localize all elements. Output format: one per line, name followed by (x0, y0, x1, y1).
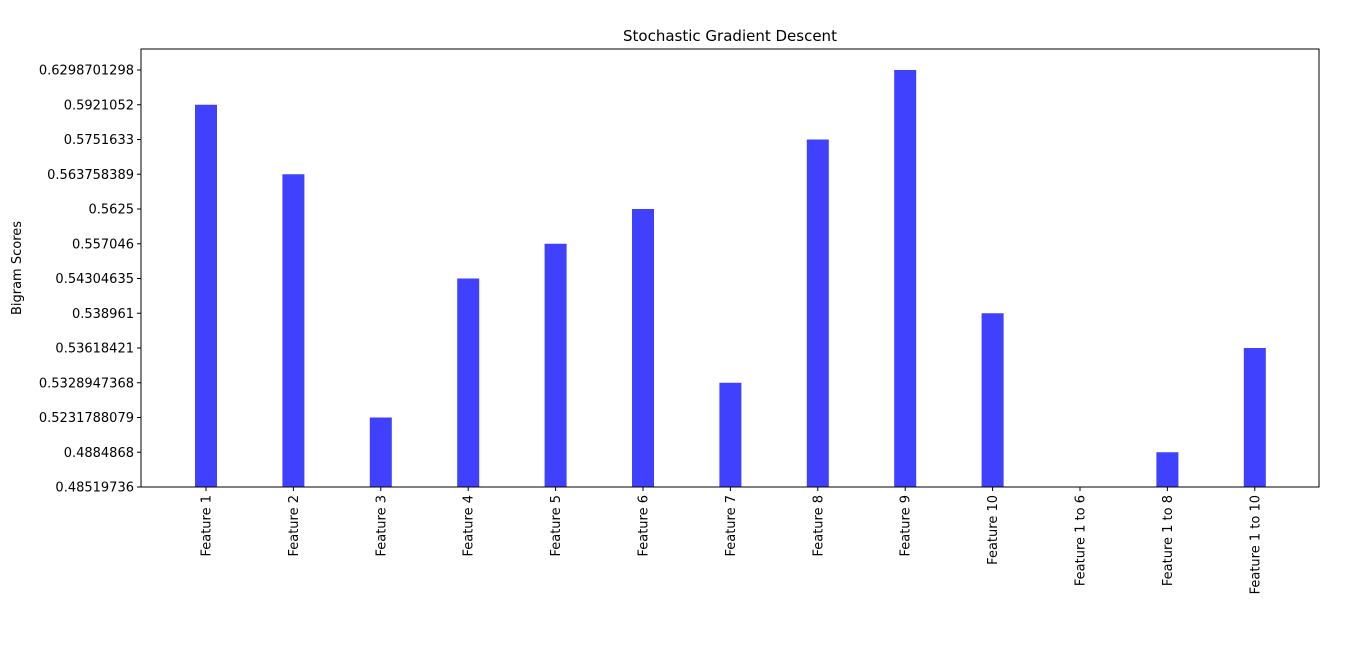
bar (981, 313, 1004, 487)
bar (632, 209, 654, 487)
bar (457, 278, 480, 487)
y-tick-label: 0.54304635 (55, 272, 134, 287)
bar (894, 70, 917, 487)
bar (806, 139, 829, 487)
bar (369, 417, 392, 487)
x-tick-label: Feature 10 (986, 495, 1001, 565)
plot-frame (140, 48, 1320, 488)
y-tick-label: 0.5231788079 (39, 411, 134, 426)
bar (1156, 452, 1179, 487)
y-tick-label: 0.5625 (89, 203, 135, 218)
y-tick-label: 0.48519736 (55, 481, 134, 496)
bars (195, 70, 1266, 487)
bar (1243, 348, 1266, 487)
y-tick-label: 0.5751633 (64, 133, 134, 148)
x-tick-label: Feature 8 (811, 495, 826, 557)
y-axis: 0.48519736 0.4884868 0.5231788079 0.5328947… (39, 64, 141, 496)
y-tick-label: 0.5921052 (64, 98, 134, 113)
x-axis: Feature 1 Feature 2 Feature 3 Feature 4 Feat… (200, 487, 1263, 594)
x-tick-label: Feature 1 to 10 (1248, 495, 1263, 594)
bar (282, 174, 305, 487)
y-tick-label: 0.5328947368 (39, 376, 134, 391)
x-tick-label: Feature 2 (287, 495, 302, 557)
x-tick-label: Feature 1 to 6 (1074, 495, 1089, 586)
y-tick-label: 0.557046 (72, 237, 134, 252)
x-tick-label: Feature 3 (374, 495, 389, 557)
x-tick-label: Feature 4 (462, 495, 477, 557)
bar (544, 243, 567, 487)
y-tick-label: 0.53618421 (55, 342, 134, 357)
x-tick-label: Feature 9 (899, 495, 914, 557)
x-tick-label: Feature 5 (549, 495, 564, 557)
x-tick-label: Feature 7 (724, 495, 739, 557)
bar (195, 104, 217, 487)
y-tick-label: 0.6298701298 (39, 64, 134, 79)
x-tick-label: Feature 1 (200, 495, 215, 557)
y-tick-label: 0.538961 (72, 307, 134, 322)
x-tick-label: Feature 6 (637, 495, 652, 557)
y-axis-label: Bigram Scores (10, 221, 25, 315)
bar (719, 382, 742, 487)
y-tick-label: 0.563758389 (47, 168, 134, 183)
chart-title: Stochastic Gradient Descent (623, 27, 837, 45)
x-tick-label: Feature 1 to 8 (1161, 495, 1176, 586)
y-tick-label: 0.4884868 (64, 446, 134, 461)
